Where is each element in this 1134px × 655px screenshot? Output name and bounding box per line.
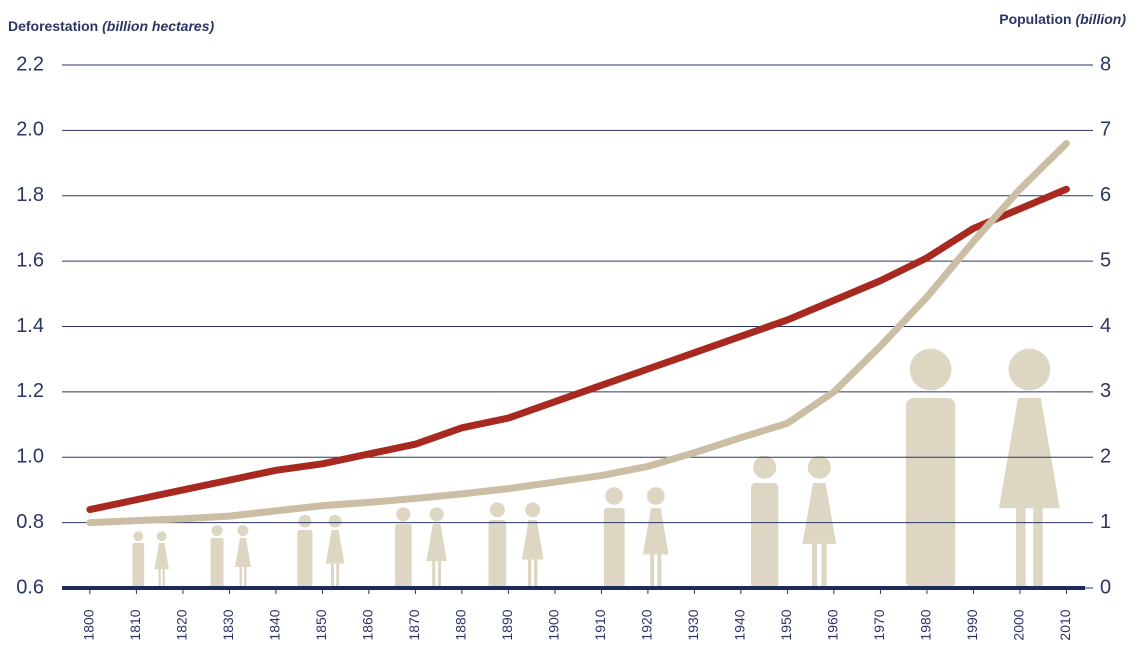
y2-tick-label: 0 (1100, 576, 1111, 598)
person-body (210, 538, 224, 588)
y2-tick-label: 4 (1100, 315, 1111, 337)
person-head (1008, 348, 1051, 391)
person-body (905, 398, 956, 588)
x-tick-label: 2000 (1011, 609, 1027, 640)
x-tick-label: 1990 (964, 609, 980, 640)
x-tick-label: 1820 (174, 609, 190, 640)
person-body (488, 520, 507, 588)
person-body (297, 530, 313, 588)
y2-label: Population (999, 11, 1071, 27)
x-tick-label: 1980 (918, 609, 934, 640)
y2-tick-label: 1 (1100, 511, 1111, 533)
person-head (396, 507, 411, 522)
person-head (133, 531, 144, 542)
y2-tick-label: 5 (1100, 249, 1111, 271)
x-tick-label: 1950 (778, 609, 794, 640)
person-head (605, 487, 623, 505)
person-head (211, 525, 223, 536)
x-tick-label: 1870 (406, 609, 422, 640)
y-axis-title: Deforestation (billion hectares) (8, 18, 214, 34)
y2-tick-label: 2 (1100, 446, 1111, 468)
person-body (521, 520, 544, 588)
x-tick-label: 1910 (592, 609, 608, 640)
y2-tick-label: 6 (1100, 184, 1111, 206)
person-head (489, 502, 505, 518)
person-head (525, 502, 541, 518)
y-tick-label: 2.0 (16, 119, 44, 141)
y-tick-label: 1.4 (16, 315, 44, 337)
person-body (603, 508, 625, 588)
x-tick-label: 2010 (1057, 609, 1073, 640)
y-tick-label: 1.2 (16, 380, 44, 402)
y-label: Deforestation (8, 18, 98, 34)
person-body (132, 543, 145, 588)
decoration (132, 348, 1060, 588)
y2-tick-label: 3 (1100, 380, 1111, 402)
y-tick-label: 1.0 (16, 446, 44, 468)
x-tick-label: 1840 (267, 609, 283, 640)
y-tick-label: 0.6 (16, 576, 44, 598)
person-body (395, 524, 412, 588)
person-body (325, 530, 345, 588)
y2-tick-label: 8 (1100, 53, 1111, 75)
x-tick-label: 1970 (871, 609, 887, 640)
person-head (909, 348, 952, 391)
person-body (426, 524, 447, 588)
y-unit: (billion hectares) (102, 18, 214, 34)
x-tick-label: 1830 (220, 609, 236, 640)
person-head (328, 514, 342, 528)
y-tick-label: 1.6 (16, 249, 44, 271)
x-tick-label: 1800 (81, 609, 97, 640)
x-tick-label: 1940 (732, 609, 748, 640)
series-line (86, 185, 1070, 514)
x-tick-label: 1890 (499, 609, 515, 640)
y-tick-label: 0.8 (16, 511, 44, 533)
person-head (647, 487, 665, 505)
person-head (807, 455, 831, 479)
person-head (237, 525, 249, 536)
person-body (235, 538, 251, 588)
y2-tick-label: 7 (1100, 119, 1111, 141)
person-body (154, 543, 169, 588)
person-head (429, 507, 444, 522)
x-tick-label: 1900 (546, 609, 562, 640)
x-tick-label: 1920 (639, 609, 655, 640)
y-tick-label: 2.2 (16, 53, 44, 75)
person-head (753, 455, 777, 479)
y-tick-label: 1.8 (16, 184, 44, 206)
x-tick-label: 1960 (825, 609, 841, 640)
person-body (999, 398, 1060, 588)
x-tick-label: 1930 (685, 609, 701, 640)
person-body (643, 508, 669, 588)
y2-unit: (billion) (1075, 11, 1126, 27)
person-head (156, 531, 167, 542)
x-tick-label: 1850 (313, 609, 329, 640)
person-body (802, 483, 837, 588)
x-tick-label: 1810 (127, 609, 143, 640)
x-tick-label: 1880 (453, 609, 469, 640)
series-line (86, 139, 1070, 527)
y2-axis-title: Population (billion) (999, 11, 1126, 27)
person-body (751, 483, 779, 588)
x-tick-label: 1860 (360, 609, 376, 640)
person-head (298, 514, 312, 528)
